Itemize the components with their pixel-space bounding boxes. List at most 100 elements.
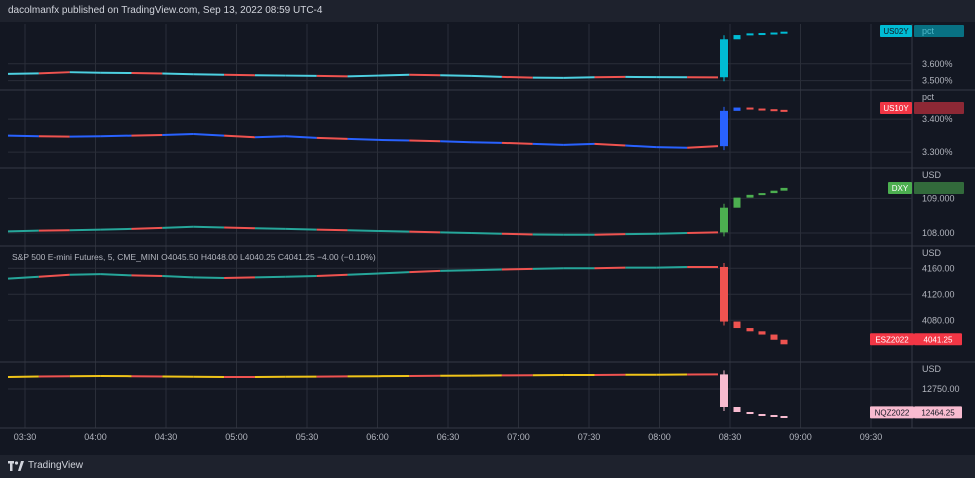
series-segment — [193, 73, 225, 76]
time-tick-label: 05:30 — [296, 432, 319, 442]
candle — [770, 190, 778, 194]
series-segment — [193, 132, 225, 137]
series-segment — [409, 139, 441, 143]
symbol-tag-text: DXY — [892, 184, 909, 193]
series-legend: S&P 500 E-mini Futures, 5, CME_MINI O404… — [12, 252, 376, 262]
series-segment — [378, 229, 410, 233]
publisher-info: dacolmanfx published on TradingView.com,… — [8, 5, 323, 16]
price-tick-label: 3.400% — [922, 114, 953, 124]
series-segment — [347, 229, 379, 232]
series-segment — [378, 73, 410, 77]
series-segment — [471, 268, 502, 272]
series-segment — [594, 266, 626, 270]
candle — [780, 187, 788, 191]
series-segment — [7, 375, 39, 378]
time-tick-label: 03:30 — [14, 432, 37, 442]
price-tick-label: 12750.00 — [922, 384, 960, 394]
series-segment — [100, 227, 132, 231]
series-segment — [440, 140, 472, 144]
series-segment — [687, 145, 719, 149]
series-segment — [254, 227, 286, 230]
time-tick-label: 06:00 — [366, 432, 389, 442]
time-tick-label: 07:30 — [578, 432, 601, 442]
series-segment — [162, 225, 194, 229]
series-segment — [162, 72, 194, 76]
last-price-text: 12464.25 — [921, 408, 955, 417]
time-tick-label: 09:30 — [860, 432, 883, 442]
series-segment — [131, 226, 163, 230]
series-segment — [7, 72, 39, 75]
symbol-tag-text: ESZ2022 — [875, 335, 909, 344]
last-price-text: 4041.25 — [924, 335, 953, 344]
series-segment — [563, 76, 595, 79]
candle — [746, 107, 754, 110]
candle — [746, 412, 754, 414]
series-segment — [656, 232, 688, 235]
last-price-marker — [914, 25, 964, 37]
brand[interactable]: TradingView — [8, 460, 83, 471]
series-segment — [594, 233, 626, 236]
price-axis-unit: pct — [922, 92, 935, 102]
candle — [758, 108, 766, 111]
series-segment — [563, 142, 595, 146]
symbol-tag — [870, 406, 914, 419]
series-segment — [316, 74, 348, 78]
series-segment — [38, 273, 70, 278]
series-segment — [501, 75, 533, 79]
symbol-tag-text: US10Y — [883, 104, 909, 113]
series-segment — [193, 225, 225, 229]
candle — [770, 415, 778, 417]
time-tick-label: 07:00 — [507, 432, 530, 442]
candle — [780, 416, 788, 418]
price-tick-label: 3.600% — [922, 59, 953, 69]
series-segment — [254, 275, 286, 279]
series-segment — [687, 231, 719, 235]
last-price-label — [914, 406, 962, 419]
symbol-tag-text: US02Y — [883, 27, 909, 36]
symbol-tag — [880, 25, 912, 37]
candle — [733, 197, 741, 208]
candle — [780, 31, 788, 34]
candle — [746, 328, 754, 332]
series-segment — [100, 273, 132, 277]
series-segment — [378, 138, 410, 142]
series-segment — [409, 230, 441, 234]
symbol-tag — [880, 102, 912, 114]
candle — [758, 414, 766, 416]
series-segment — [471, 74, 502, 78]
series-segment — [285, 135, 317, 139]
series-segment — [501, 232, 533, 236]
series-segment — [625, 144, 657, 149]
candle — [733, 321, 741, 329]
symbol-tag — [870, 333, 914, 346]
candle — [746, 194, 754, 198]
series-segment — [656, 146, 688, 149]
time-tick-label: 05:00 — [225, 432, 248, 442]
price-axis-unit: USD — [922, 248, 942, 258]
time-tick-label: 08:30 — [719, 432, 742, 442]
series-segment — [316, 228, 348, 232]
time-tick-label: 04:00 — [84, 432, 107, 442]
candle — [746, 33, 754, 36]
series-segment — [224, 276, 255, 279]
price-tick-label: 109.000 — [922, 193, 955, 203]
price-tick-label: 3.300% — [922, 147, 953, 157]
series-segment — [378, 271, 410, 275]
series-segment — [193, 276, 225, 279]
series-segment — [532, 267, 564, 270]
candle — [780, 109, 788, 112]
brand-name: TradingView — [28, 460, 84, 471]
series-segment — [285, 275, 317, 278]
series-segment — [131, 72, 163, 75]
chart-area[interactable]: 03:30 04:00 04:30 05:00 05:30 06:00 06:30 07:00… — [0, 22, 975, 455]
candle — [758, 193, 766, 196]
candle — [733, 35, 741, 40]
top-bar: dacolmanfx published on TradingView.com,… — [0, 0, 975, 22]
series-segment — [100, 134, 132, 138]
series-segment — [69, 71, 101, 74]
candle — [770, 109, 778, 112]
series-segment — [224, 134, 256, 139]
series-segment — [162, 275, 194, 279]
last-price-marker — [914, 102, 964, 114]
symbol-tag — [888, 182, 912, 194]
